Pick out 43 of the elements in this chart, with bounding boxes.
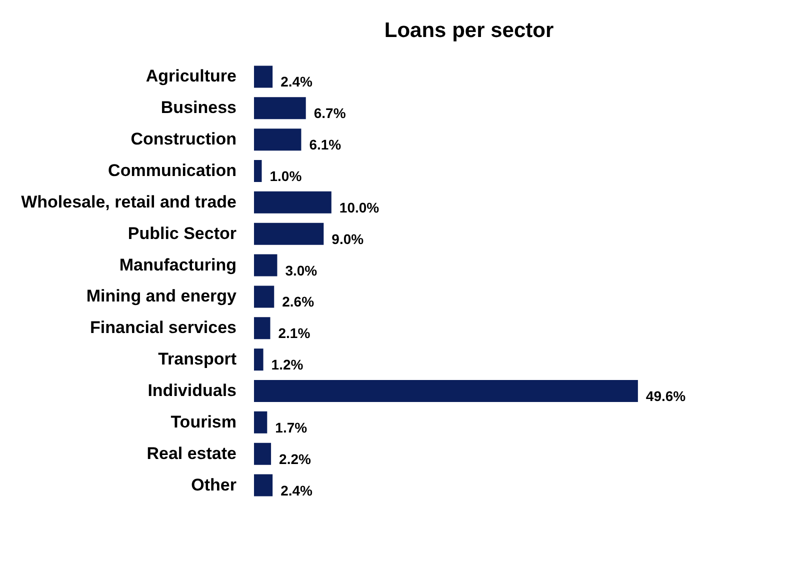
bar <box>254 286 274 308</box>
data-label: 2.6% <box>282 294 315 310</box>
data-label: 2.2% <box>279 450 312 467</box>
bar <box>254 97 306 120</box>
y-tick-label: Wholesale, retail and trade <box>21 192 236 212</box>
data-label: 1.0% <box>270 168 302 184</box>
bar <box>254 222 324 245</box>
bar <box>254 348 264 371</box>
data-label: 6.1% <box>309 136 342 153</box>
y-tick-label: Other <box>191 475 237 494</box>
y-tick-label: Manufacturing <box>119 255 236 274</box>
y-tick-label: Construction <box>130 130 236 149</box>
bar <box>254 474 273 496</box>
data-label: 6.7% <box>314 105 346 122</box>
data-label: 3.0% <box>285 262 318 278</box>
data-label: 2.1% <box>278 325 311 342</box>
bar <box>254 411 268 434</box>
y-tick-label: Communication <box>108 161 236 180</box>
y-tick-label: Transport <box>158 350 237 369</box>
y-tick-label: Public Sector <box>128 224 237 243</box>
data-label: 9.0% <box>332 230 364 247</box>
data-label: 10.0% <box>339 199 380 216</box>
chart-title: Loans per sector <box>384 19 554 42</box>
y-tick-label: Financial services <box>90 318 236 338</box>
y-tick-label: Individuals <box>148 381 236 400</box>
data-label: 2.4% <box>280 482 314 498</box>
data-label: 1.7% <box>275 419 308 436</box>
y-tick-label: Mining and energy <box>86 286 238 306</box>
y-tick-label: Business <box>160 98 236 118</box>
bar <box>254 380 638 402</box>
bar <box>254 66 273 88</box>
data-label: 2.4% <box>280 74 314 90</box>
data-label: 49.6% <box>646 388 686 404</box>
y-tick-label: Tourism <box>170 412 236 432</box>
bar <box>254 160 262 182</box>
bar <box>254 317 270 340</box>
bar <box>254 254 278 276</box>
data-label: 1.2% <box>271 356 304 373</box>
y-tick-label: Real estate <box>146 444 236 463</box>
y-tick-label: Agriculture <box>146 66 236 86</box>
bar <box>254 442 272 465</box>
bar <box>254 191 332 214</box>
bar <box>254 128 302 151</box>
